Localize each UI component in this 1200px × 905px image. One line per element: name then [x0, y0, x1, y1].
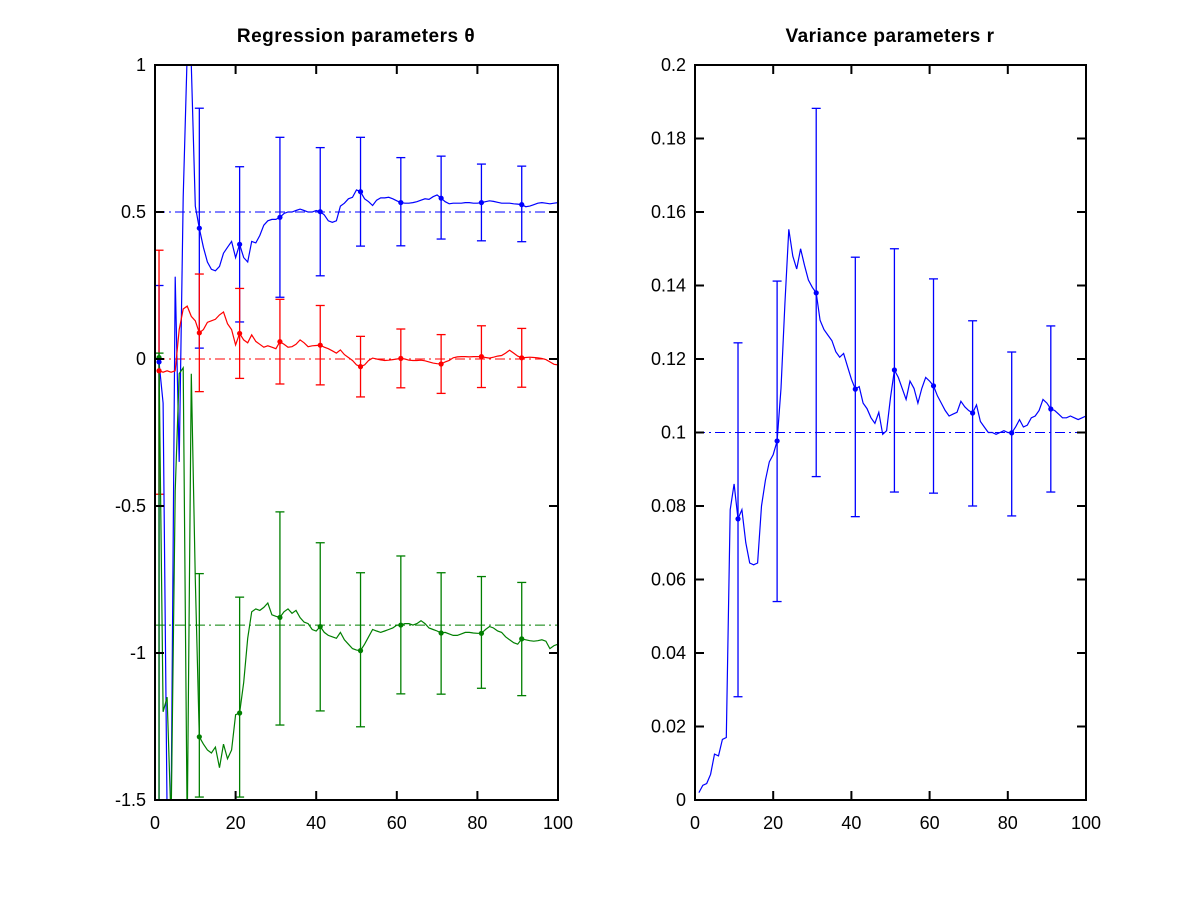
theta-1-marker: [156, 359, 162, 365]
theta-1-marker: [438, 195, 444, 201]
axes-box: [154, 64, 559, 801]
variance-r-marker: [970, 410, 976, 416]
y-tick-label: 1: [136, 55, 146, 75]
theta-2-marker: [237, 330, 243, 337]
y-tick-label: 0.02: [651, 717, 686, 737]
theta-3-marker: [357, 648, 364, 654]
x-tick-label: 80: [998, 813, 1018, 833]
theta-1-marker: [519, 202, 525, 208]
x-tick-label: 60: [387, 813, 407, 833]
theta-2-marker: [478, 354, 485, 360]
x-tick-label: 20: [763, 813, 783, 833]
theta-2-marker: [196, 330, 202, 336]
theta-2-marker: [519, 355, 525, 361]
y-tick-label: 0.1: [661, 423, 686, 443]
theta-1-marker: [237, 241, 243, 247]
variance-r-marker: [813, 290, 819, 296]
theta-3-line: [158, 357, 558, 800]
y-tick-label: 0.2: [661, 55, 686, 75]
x-tick-label: 100: [543, 813, 573, 833]
theta-3-marker: [196, 734, 202, 740]
y-tick-label: 0.16: [651, 202, 686, 222]
plot-data-area: [695, 107, 1086, 793]
y-tick-label: -1.5: [115, 790, 146, 810]
theta-2-marker: [438, 361, 444, 367]
y-tick-label: 0.5: [121, 202, 146, 222]
variance-r-marker: [930, 383, 937, 389]
variance-r-marker: [1009, 430, 1015, 436]
y-tick-label: 0.14: [651, 276, 686, 296]
variance-r-marker: [735, 516, 741, 522]
y-tick-label: 0.08: [651, 496, 686, 516]
y-tick-label: 0: [676, 790, 686, 810]
left-plot-title: Regression parameters θ: [236, 26, 476, 47]
right-plot-title: Variance parameters r: [785, 26, 995, 47]
theta-2-line: [158, 305, 558, 373]
theta-2-marker: [398, 355, 404, 362]
variance-r-line: [698, 229, 1086, 793]
x-tick-label: 100: [1071, 813, 1101, 833]
variance-r-marker: [852, 386, 858, 392]
theta-1-marker: [357, 189, 364, 195]
y-tick-label: 0.18: [651, 129, 686, 149]
theta-3-marker: [317, 623, 323, 630]
theta-3-marker: [237, 710, 243, 716]
theta-1-marker: [317, 209, 323, 215]
variance-r-marker: [774, 438, 780, 444]
x-tick-label: 40: [841, 813, 861, 833]
x-tick-label: 80: [467, 813, 487, 833]
theta-3-marker: [438, 630, 444, 636]
x-tick-label: 20: [226, 813, 246, 833]
left-plot-axes: 0 20 40 60 80 100 -1.5 -1 -0.5 0 0.5 1: [115, 55, 573, 833]
theta-2-marker: [357, 364, 364, 370]
theta-1-marker: [478, 199, 485, 206]
x-tick-label: 40: [306, 813, 326, 833]
theta-3-error-bar: [235, 596, 245, 798]
plot-data-area: [155, 65, 558, 800]
theta-3-marker: [478, 630, 485, 636]
variance-r-marker: [891, 367, 898, 373]
y-tick-label: -0.5: [115, 496, 146, 516]
y-tick-label: -1: [130, 643, 146, 663]
x-tick-label: 60: [920, 813, 940, 833]
theta-1-line: [158, 65, 558, 800]
x-tick-label: 0: [690, 813, 700, 833]
theta-3-marker: [398, 622, 404, 628]
theta-3-marker: [519, 636, 525, 642]
y-tick-label: 0: [136, 349, 146, 369]
x-tick-label: 0: [150, 813, 160, 833]
theta-1-marker: [196, 225, 202, 231]
y-tick-label: 0.06: [651, 570, 686, 590]
theta-1-marker: [277, 214, 283, 220]
theta-3-error-bar: [155, 352, 164, 800]
variance-r-marker: [1048, 406, 1054, 412]
theta-2-marker: [317, 342, 323, 348]
theta-2-marker: [156, 368, 162, 374]
theta-1-marker: [398, 199, 404, 206]
y-tick-label: 0.04: [651, 643, 686, 663]
theta-2-marker: [277, 339, 283, 345]
theta-3-error-bar: [194, 572, 204, 798]
y-tick-label: 0.12: [651, 349, 686, 369]
theta-3-marker: [277, 614, 283, 621]
right-plot-axes: 0 20 40 60 80 100 0 0.02 0.04 0.06 0.08 0.1 0.12 0.14…: [651, 55, 1101, 833]
